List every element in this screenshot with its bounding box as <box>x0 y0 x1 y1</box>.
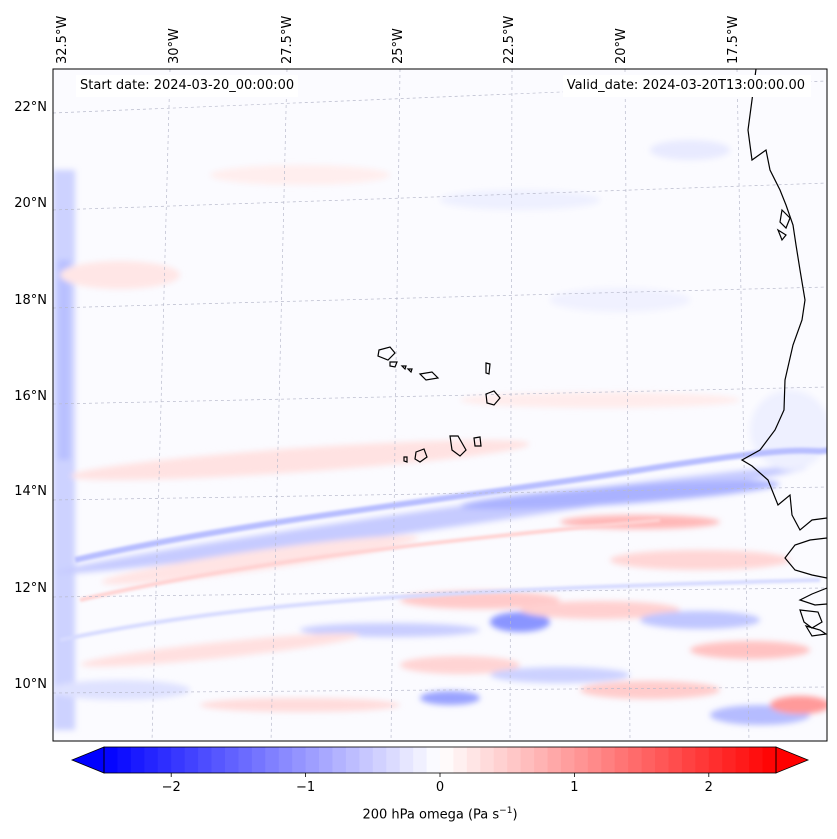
colorbar-segment <box>574 747 589 773</box>
lon-label: 22.5°W <box>502 16 517 64</box>
colorbar-segment <box>547 747 562 773</box>
colorbar-segment <box>440 747 455 773</box>
lat-label: 18°N <box>14 293 47 308</box>
graticule <box>53 69 827 741</box>
colorbar-label-close: ) <box>512 807 518 823</box>
colorbar-segment <box>372 747 387 773</box>
colorbar-segment <box>104 747 119 773</box>
colorbar-segment <box>332 747 347 773</box>
colorbar-segment <box>251 747 266 773</box>
colorbar-segment <box>507 747 522 773</box>
colorbar-segment <box>480 747 495 773</box>
colorbar-label-text: 200 hPa omega (Pa s <box>362 807 500 823</box>
colorbar-segment <box>493 747 508 773</box>
colorbar-segment <box>224 747 239 773</box>
lat-label: 10°N <box>14 677 47 692</box>
colorbar-segment <box>345 747 360 773</box>
omega-field <box>53 69 827 741</box>
colorbar-segment <box>211 747 226 773</box>
colorbar-segment <box>466 747 481 773</box>
colorbar-segment <box>695 747 710 773</box>
colorbar-tick-label: 1 <box>570 780 578 795</box>
colorbar-segments <box>104 747 777 773</box>
colorbar-extend-min <box>70 746 105 774</box>
colorbar-segment <box>117 747 132 773</box>
colorbar-segment <box>184 747 199 773</box>
lat-label: 22°N <box>14 100 47 115</box>
colorbar-tick-label: 2 <box>705 780 713 795</box>
colorbar-segment <box>749 747 764 773</box>
colorbar-segment <box>762 747 777 773</box>
colorbar-segment <box>238 747 253 773</box>
map-frame <box>52 68 828 742</box>
lon-label: 17.5°W <box>726 16 741 64</box>
colorbar-segment <box>171 747 186 773</box>
colorbar-segment <box>130 747 145 773</box>
colorbar-segment <box>560 747 575 773</box>
start-date-label: Start date: 2024-03-20_00:00:00 <box>76 75 299 97</box>
colorbar-segment <box>601 747 616 773</box>
colorbar-extend-max <box>775 746 810 774</box>
colorbar-tick-label: −1 <box>296 780 315 795</box>
colorbar-segment <box>359 747 374 773</box>
lon-label: 32.5°W <box>55 16 70 64</box>
lat-label: 20°N <box>14 196 47 211</box>
colorbar-tick-label: −2 <box>162 780 181 795</box>
colorbar-segment <box>413 747 428 773</box>
colorbar-segment <box>305 747 320 773</box>
colorbar-segment <box>386 747 401 773</box>
colorbar-ticks: −2 −1 0 1 2 <box>162 773 713 795</box>
lon-label: 25°W <box>391 28 406 64</box>
colorbar-segment <box>399 747 414 773</box>
lon-labels: 32.5°W 30°W 27.5°W 25°W 22.5°W 20°W 17.5… <box>55 16 741 64</box>
colorbar-segment <box>319 747 334 773</box>
colorbar-segment <box>534 747 549 773</box>
colorbar-label: 200 hPa omega (Pa s−1) <box>0 806 837 822</box>
colorbar-segment <box>265 747 280 773</box>
colorbar-segment <box>198 747 213 773</box>
colorbar-segment <box>520 747 535 773</box>
lon-label: 27.5°W <box>280 16 295 64</box>
lat-label: 14°N <box>14 484 47 499</box>
lat-labels: 22°N 20°N 18°N 16°N 14°N 12°N 10°N <box>14 100 47 692</box>
colorbar-tick-label: 0 <box>436 780 444 795</box>
lat-label: 16°N <box>14 389 47 404</box>
colorbar-segment <box>641 747 656 773</box>
colorbar-segment <box>587 747 602 773</box>
lon-label: 20°W <box>614 28 629 64</box>
colorbar-segment <box>453 747 468 773</box>
lat-label: 12°N <box>14 581 47 596</box>
colorbar-segment <box>681 747 696 773</box>
colorbar-segment <box>655 747 670 773</box>
coastline <box>377 69 827 637</box>
colorbar-segment <box>278 747 293 773</box>
colorbar-segment <box>157 747 172 773</box>
colorbar-segment <box>722 747 737 773</box>
colorbar-segment <box>292 747 307 773</box>
colorbar-segment <box>144 747 159 773</box>
colorbar-segment <box>628 747 643 773</box>
valid-date-label: Valid_date: 2024-03-20T13:00:00.00 <box>562 75 811 97</box>
colorbar-segment <box>708 747 723 773</box>
lon-label: 30°W <box>167 28 182 64</box>
colorbar: −2 −1 0 1 2 <box>70 746 810 795</box>
colorbar-segment <box>668 747 683 773</box>
colorbar-segment <box>735 747 750 773</box>
colorbar-segment <box>426 747 441 773</box>
colorbar-segment <box>614 747 629 773</box>
colorbar-label-exponent: −1 <box>499 806 513 816</box>
